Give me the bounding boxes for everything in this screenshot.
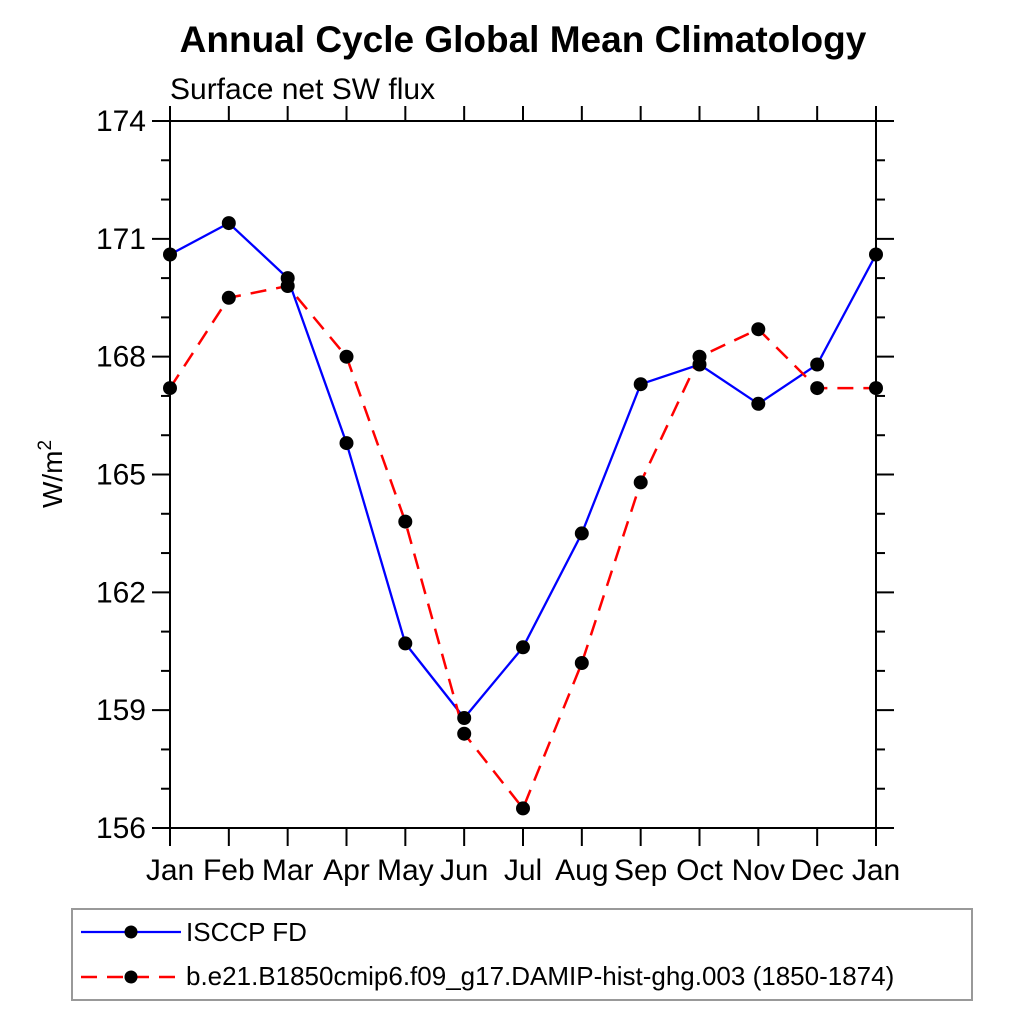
legend-marker-dot-icon: [124, 925, 138, 939]
y-tick-label: 162: [96, 576, 146, 609]
y-axis-label-superscript: 2: [35, 440, 56, 451]
data-point-marker: [163, 381, 177, 396]
data-point-marker: [221, 290, 236, 305]
y-tick-label: 156: [96, 812, 146, 845]
data-point-marker: [574, 656, 589, 670]
x-tick-label: Sep: [614, 854, 667, 887]
axis-ticks: [152, 106, 894, 846]
x-tick-label: Nov: [732, 854, 785, 887]
data-point-marker: [869, 381, 883, 396]
x-tick-label: Jan: [852, 854, 900, 887]
data-point-marker: [398, 636, 413, 651]
data-point-marker: [810, 357, 825, 372]
y-tick-label: 159: [96, 694, 146, 727]
x-tick-label: Jun: [440, 854, 488, 887]
x-tick-label: Jul: [504, 854, 542, 887]
data-point-marker: [163, 247, 177, 262]
y-axis-label-base: W/m: [37, 451, 68, 509]
data-point-marker: [280, 279, 295, 293]
data-point-marker: [516, 640, 530, 655]
legend-item-isccp: ISCCP FD: [73, 910, 971, 955]
data-point-marker: [574, 526, 589, 541]
data-point-marker: [751, 322, 766, 337]
data-point-marker: [869, 247, 883, 262]
data-markers: [163, 216, 883, 816]
axis-tick-labels: 156 159 162 165 168 171 174 Jan Feb Mar Apr May Jun J…: [96, 105, 900, 887]
data-point-marker: [633, 377, 648, 392]
data-point-marker: [692, 349, 707, 364]
plot-frame: [169, 120, 877, 829]
data-point-marker: [516, 801, 530, 816]
y-tick-label: 168: [96, 341, 146, 374]
legend-label-isccp: ISCCP FD: [186, 916, 307, 947]
legend-marker-dot-icon: [124, 970, 138, 984]
y-tick-label: 171: [96, 223, 146, 256]
legend-line-sample-dashed: [81, 970, 181, 984]
x-tick-label: Oct: [676, 854, 723, 887]
x-tick-label: Aug: [555, 854, 608, 887]
data-point-marker: [398, 514, 413, 529]
series-line-1: [168, 284, 876, 811]
y-tick-label: 165: [96, 459, 146, 492]
legend-box: ISCCP FD b.e21.B1850cmip6.f09_g17.DAMIP-…: [71, 908, 973, 1001]
data-point-marker: [633, 475, 648, 490]
data-point-marker: [457, 711, 472, 725]
data-lines: [168, 221, 878, 811]
chart-subtitle: Surface net SW flux: [170, 73, 435, 106]
data-point-marker: [339, 349, 354, 364]
y-tick-label: 174: [96, 105, 146, 138]
data-point-marker: [221, 216, 236, 231]
x-tick-label: Apr: [323, 854, 370, 887]
x-tick-label: Jan: [146, 854, 194, 887]
data-point-marker: [751, 396, 766, 411]
legend-line-sample-solid: [81, 925, 181, 939]
x-tick-label: Feb: [203, 854, 255, 887]
plot-border: [169, 120, 877, 829]
data-point-marker: [339, 436, 354, 451]
x-tick-label: Mar: [262, 854, 314, 887]
data-point-marker: [810, 381, 825, 396]
x-tick-label: May: [377, 854, 434, 887]
legend-label-model: b.e21.B1850cmip6.f09_g17.DAMIP-hist-ghg.…: [186, 961, 895, 992]
legend-item-model: b.e21.B1850cmip6.f09_g17.DAMIP-hist-ghg.…: [73, 955, 971, 1000]
y-axis-label: W/m2: [35, 440, 68, 508]
data-point-marker: [457, 726, 472, 741]
chart-title: Annual Cycle Global Mean Climatology: [180, 19, 867, 60]
x-tick-label: Dec: [790, 854, 843, 887]
